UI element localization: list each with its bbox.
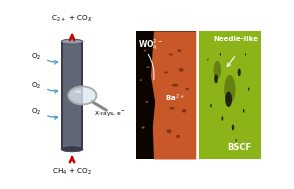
Ellipse shape	[248, 88, 249, 91]
Ellipse shape	[225, 92, 232, 107]
Text: C$_{2+}$ + CO$_X$: C$_{2+}$ + CO$_X$	[51, 14, 93, 24]
Ellipse shape	[238, 69, 241, 76]
Ellipse shape	[185, 88, 189, 90]
Ellipse shape	[220, 53, 221, 56]
Ellipse shape	[210, 104, 212, 108]
Ellipse shape	[177, 49, 181, 52]
Text: BSCF: BSCF	[227, 143, 251, 152]
Ellipse shape	[235, 139, 237, 142]
Bar	[136, 31, 196, 160]
Text: X-rays, e$^-$: X-rays, e$^-$	[94, 109, 126, 118]
Ellipse shape	[143, 50, 146, 52]
Ellipse shape	[176, 135, 180, 138]
Ellipse shape	[169, 107, 175, 110]
Ellipse shape	[182, 109, 186, 113]
Ellipse shape	[61, 39, 83, 44]
Polygon shape	[61, 42, 64, 149]
Circle shape	[68, 86, 96, 105]
Polygon shape	[81, 42, 83, 149]
Text: O$_2$: O$_2$	[31, 107, 42, 117]
Ellipse shape	[224, 75, 235, 103]
Ellipse shape	[168, 53, 173, 56]
Ellipse shape	[167, 129, 172, 133]
Text: O$_2$: O$_2$	[31, 52, 42, 62]
Text: WO$_4^{2-}$: WO$_4^{2-}$	[138, 37, 163, 52]
PathPatch shape	[151, 31, 196, 160]
Text: Ba$^{2+}$: Ba$^{2+}$	[165, 92, 185, 104]
Ellipse shape	[172, 84, 178, 87]
Ellipse shape	[221, 116, 223, 121]
Text: Needle-like: Needle-like	[213, 36, 258, 42]
Ellipse shape	[140, 79, 142, 81]
Ellipse shape	[179, 68, 184, 72]
Bar	[198, 31, 261, 160]
Ellipse shape	[213, 61, 221, 79]
Ellipse shape	[146, 67, 150, 68]
Ellipse shape	[214, 74, 218, 83]
Ellipse shape	[145, 101, 148, 103]
Ellipse shape	[243, 109, 244, 113]
Ellipse shape	[61, 147, 83, 152]
Ellipse shape	[141, 126, 145, 129]
Ellipse shape	[75, 91, 81, 93]
Ellipse shape	[164, 71, 168, 73]
Ellipse shape	[232, 125, 234, 130]
Text: O$_2$: O$_2$	[31, 81, 42, 91]
Polygon shape	[61, 42, 83, 149]
Text: CH$_4$ + CO$_2$: CH$_4$ + CO$_2$	[52, 167, 92, 177]
Ellipse shape	[245, 53, 246, 56]
